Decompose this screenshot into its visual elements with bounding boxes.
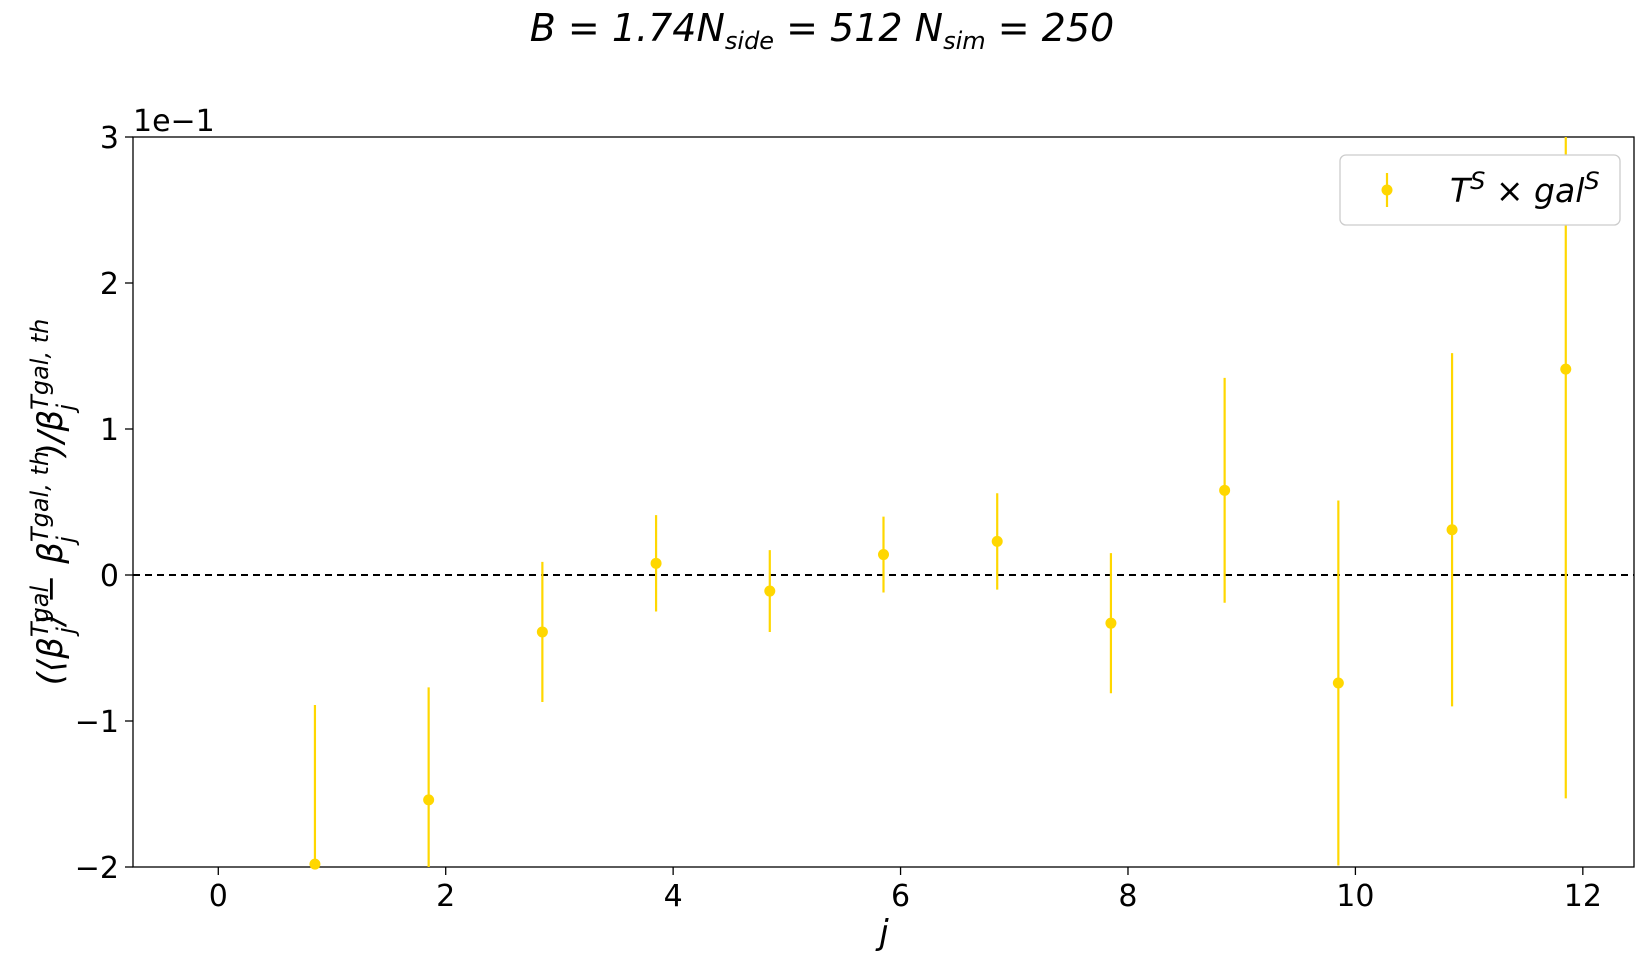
plot-area xyxy=(132,136,1635,868)
y-axis: −2 −1 0 1 2 3 xyxy=(75,121,133,886)
x-tick-label: 6 xyxy=(891,879,910,914)
y-tick-label: 0 xyxy=(100,559,119,594)
y-tick-label: −2 xyxy=(75,851,119,886)
data-point xyxy=(309,858,321,870)
x-axis: 0 2 4 6 8 10 12 xyxy=(209,867,1602,914)
y-tick-label: 3 xyxy=(100,121,119,156)
legend-box xyxy=(1339,154,1621,226)
data-point xyxy=(991,535,1003,547)
data-point xyxy=(1560,363,1572,375)
chart-title: B = 1.74Nside = 512 Nsim = 250 xyxy=(530,6,1114,55)
legend-marker xyxy=(1381,184,1393,196)
data-point xyxy=(1105,617,1117,629)
data-point xyxy=(764,585,776,597)
x-tick-label: 12 xyxy=(1564,879,1602,914)
x-tick-label: 8 xyxy=(1118,879,1137,914)
y-offset-label: 1e−1 xyxy=(133,104,215,139)
y-tick-label: −1 xyxy=(75,705,119,740)
legend: TS × galS xyxy=(1339,154,1621,226)
data-point xyxy=(650,557,662,569)
data-point xyxy=(423,794,435,806)
data-point xyxy=(878,549,889,561)
data-point xyxy=(536,626,548,638)
data-series xyxy=(309,137,1572,870)
x-axis-label: j xyxy=(875,913,889,953)
x-tick-label: 0 xyxy=(209,879,228,914)
y-axis-label: (⟨βTgalj⟩ − βTgal, thj)/βTgal, thj xyxy=(26,319,80,686)
data-point xyxy=(1332,677,1344,689)
legend-entry: TS × galS xyxy=(1450,167,1600,210)
x-tick-label: 2 xyxy=(436,879,455,914)
data-point xyxy=(1219,484,1231,496)
x-tick-label: 4 xyxy=(664,879,683,914)
x-tick-label: 10 xyxy=(1336,879,1374,914)
y-tick-label: 1 xyxy=(100,413,119,448)
y-tick-label: 2 xyxy=(100,267,119,302)
data-point xyxy=(1446,524,1458,536)
